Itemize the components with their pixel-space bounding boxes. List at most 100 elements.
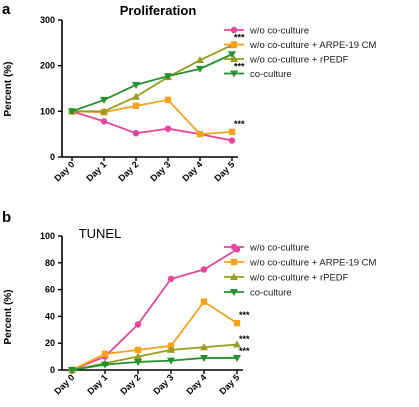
chart-title-tunel: TUNEL [79, 226, 122, 241]
x-tick-label: Day 4 [180, 159, 204, 183]
legend-marker [230, 26, 238, 34]
data-point [196, 56, 204, 64]
x-tick-label: Day 2 [116, 159, 140, 183]
series-line [71, 300, 238, 371]
legend-label: w/o co-culture [249, 243, 309, 254]
data-point [101, 361, 109, 369]
x-tick-label: Day 2 [118, 372, 142, 396]
x-tick-label: Day 3 [151, 372, 175, 396]
x-tick-label: Day 3 [148, 159, 172, 183]
x-tick-label: Day 4 [184, 372, 208, 396]
data-point [228, 137, 236, 144]
data-point [233, 319, 241, 327]
data-point [134, 321, 142, 328]
data-point [200, 343, 208, 351]
panel-a: a Proliferation Percent (%) 0 100 200 300 Da… [2, 1, 377, 183]
data-point [196, 65, 204, 73]
significance-annotation: *** [239, 346, 250, 356]
legend-marker [230, 243, 238, 251]
data-point [68, 367, 76, 374]
legend-marker [230, 289, 238, 296]
legend-label: w/o co-culture + ARPE-19 CM [249, 40, 377, 51]
legend-marker [230, 258, 238, 266]
panel-b: b TUNEL Percent (%) 0 20 40 60 80 100 Day 0 Day… [2, 209, 377, 396]
y-tick-label: 0 [50, 365, 55, 375]
series-line [71, 248, 238, 371]
y-tick-label: 200 [40, 61, 55, 71]
data-point [233, 340, 241, 348]
legend-marker [230, 70, 238, 78]
chart-title-proliferation: Proliferation [120, 3, 197, 18]
data-point [164, 73, 172, 81]
significance-annotation: *** [234, 119, 245, 129]
series-line [71, 343, 238, 371]
legend-label: co-culture [250, 69, 292, 80]
series-group-b [68, 246, 241, 374]
data-point [68, 108, 76, 116]
y-tick-label: 300 [40, 15, 55, 25]
y-tick-label: 100 [40, 231, 55, 241]
legend-marker [230, 273, 238, 280]
x-tick-label: Day 1 [84, 159, 108, 183]
data-point [100, 118, 108, 125]
x-tick-label: Day 0 [52, 159, 76, 183]
data-point [196, 130, 204, 138]
y-tick-label: 80 [45, 258, 55, 268]
data-point [228, 51, 236, 59]
legend-a: w/o co-culture w/o co-culture + ARPE-19 C… [224, 26, 377, 80]
series-line [72, 44, 233, 113]
data-point [167, 275, 175, 283]
significance-annotation: *** [239, 310, 250, 320]
annotations-a: *** *** *** [234, 32, 245, 129]
legend-b: w/o co-culture w/o co-culture + ARPE-19 C… [224, 243, 377, 299]
x-tick-label: Day 0 [52, 372, 76, 396]
y-tick-label: 100 [40, 106, 55, 116]
panel-label-a: a [2, 1, 11, 18]
data-point [134, 346, 142, 354]
x-tick-label: Day 1 [85, 372, 109, 396]
data-point [164, 125, 172, 132]
data-point [132, 102, 140, 110]
legend-label: co-culture [250, 288, 292, 299]
data-point [134, 352, 142, 360]
data-point [200, 354, 208, 362]
data-point [200, 298, 208, 305]
data-point [164, 96, 172, 104]
legend-label: w/o co-culture + rPEDF [249, 55, 349, 66]
data-point [228, 128, 236, 136]
annotations-b: *** *** *** [239, 310, 250, 356]
data-point [134, 358, 142, 366]
y-tick-label: 0 [50, 152, 55, 162]
series-line [71, 53, 233, 113]
x-tick-label: Day 5 [212, 159, 236, 183]
data-point [132, 92, 140, 100]
legend-marker [230, 41, 238, 48]
y-tick-label: 60 [45, 285, 55, 295]
significance-annotation: *** [234, 32, 245, 42]
series-line [71, 357, 237, 371]
x-tick-label: Day 5 [217, 372, 241, 396]
data-point [100, 107, 108, 115]
data-point [167, 342, 175, 350]
legend-label: w/o co-culture [249, 26, 309, 37]
legend-marker [230, 55, 238, 62]
y-tick-label: 40 [45, 311, 55, 321]
y-axis-title-b: Percent (%) [3, 289, 14, 344]
data-point [132, 81, 140, 89]
data-point [200, 266, 208, 273]
data-point [233, 354, 241, 362]
legend-label: w/o co-culture + ARPE-19 CM [249, 258, 377, 269]
data-point [100, 96, 108, 104]
data-point [167, 345, 175, 353]
data-point [167, 357, 175, 365]
series-line [71, 110, 233, 142]
y-tick-label: 20 [45, 338, 55, 348]
significance-annotation: *** [234, 62, 245, 72]
legend-label: w/o co-culture + rPEDF [249, 273, 349, 284]
series-group-a [68, 41, 236, 144]
data-point [132, 130, 140, 137]
panel-label-b: b [2, 209, 11, 226]
data-point [101, 350, 109, 358]
y-axis-title-a: Percent (%) [3, 61, 14, 116]
